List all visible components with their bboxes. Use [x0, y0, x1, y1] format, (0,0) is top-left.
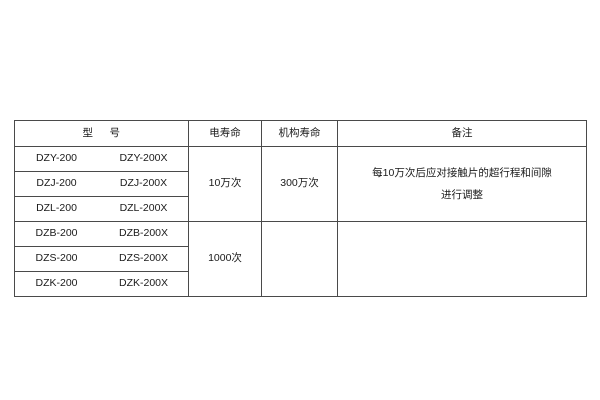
- table-row: DZJ-200 DZJ-200X: [14, 171, 587, 197]
- cell-remarks-group-2: [337, 221, 587, 297]
- model-code-variant: DZS-200X: [118, 252, 169, 265]
- model-code-variant: DZY-200X: [119, 152, 168, 165]
- model-code-variant: DZK-200X: [118, 277, 169, 290]
- table-row: DZK-200 DZK-200X: [14, 271, 587, 297]
- column-header-remarks: 备注: [337, 120, 587, 147]
- model-pair: DZY-200 DZY-200X: [15, 147, 188, 171]
- model-header-char-2: 号: [109, 126, 121, 139]
- table-row: DZY-200 DZY-200X 10万次 300万次 每10万次后应对接触片的…: [14, 146, 587, 222]
- cell-mechanical-life-group-2: [261, 221, 338, 297]
- model-pair: DZS-200 DZS-200X: [15, 247, 188, 271]
- cell-model: DZL-200 DZL-200X: [14, 196, 189, 222]
- model-code-primary: DZJ-200: [36, 177, 77, 190]
- model-pair: DZB-200 DZB-200X: [15, 222, 188, 246]
- table-row: DZB-200 DZB-200X 1000次: [14, 221, 587, 297]
- model-code-primary: DZY-200: [35, 152, 78, 165]
- model-pair: DZJ-200 DZJ-200X: [15, 172, 188, 196]
- cell-model: DZB-200 DZB-200X: [14, 221, 189, 247]
- cell-electrical-life-group-2: 1000次: [188, 221, 262, 297]
- column-header-electrical-life: 电寿命: [188, 120, 262, 147]
- model-pair: DZK-200 DZK-200X: [15, 272, 188, 296]
- model-code-variant: DZB-200X: [118, 227, 169, 240]
- relay-specification-table: 型号 电寿命 机构寿命 备注 DZY-200 DZY-200X 10万次: [14, 120, 587, 297]
- model-code-variant: DZL-200X: [119, 202, 168, 215]
- model-header-char-1: 型: [82, 126, 94, 139]
- column-header-model: 型号: [14, 120, 189, 147]
- model-code-primary: DZS-200: [35, 252, 78, 265]
- model-code-primary: DZB-200: [35, 227, 78, 240]
- cell-remarks-group-1: 每10万次后应对接触片的超行程和间隙 进行调整: [337, 146, 587, 222]
- cell-electrical-life-group-1: 10万次: [188, 146, 262, 222]
- model-code-primary: DZL-200: [36, 202, 77, 215]
- cell-model: DZY-200 DZY-200X: [14, 146, 189, 172]
- column-header-model-label: 型号: [83, 127, 121, 139]
- model-code-primary: DZK-200: [35, 277, 78, 290]
- table-row: DZL-200 DZL-200X: [14, 196, 587, 222]
- cell-model: DZS-200 DZS-200X: [14, 246, 189, 272]
- cell-mechanical-life-group-1: 300万次: [261, 146, 338, 222]
- spec-table-container: 型号 电寿命 机构寿命 备注 DZY-200 DZY-200X 10万次: [14, 120, 587, 297]
- remark-line-1: 每10万次后应对接触片的超行程和间隙: [372, 167, 552, 179]
- column-header-mechanical-life: 机构寿命: [261, 120, 338, 147]
- cell-model: DZK-200 DZK-200X: [14, 271, 189, 297]
- table-header-row: 型号 电寿命 机构寿命 备注: [14, 120, 587, 147]
- model-code-variant: DZJ-200X: [119, 177, 168, 190]
- remark-line-2: 进行调整: [441, 189, 483, 201]
- table-row: DZS-200 DZS-200X: [14, 246, 587, 272]
- cell-model: DZJ-200 DZJ-200X: [14, 171, 189, 197]
- model-pair: DZL-200 DZL-200X: [15, 197, 188, 221]
